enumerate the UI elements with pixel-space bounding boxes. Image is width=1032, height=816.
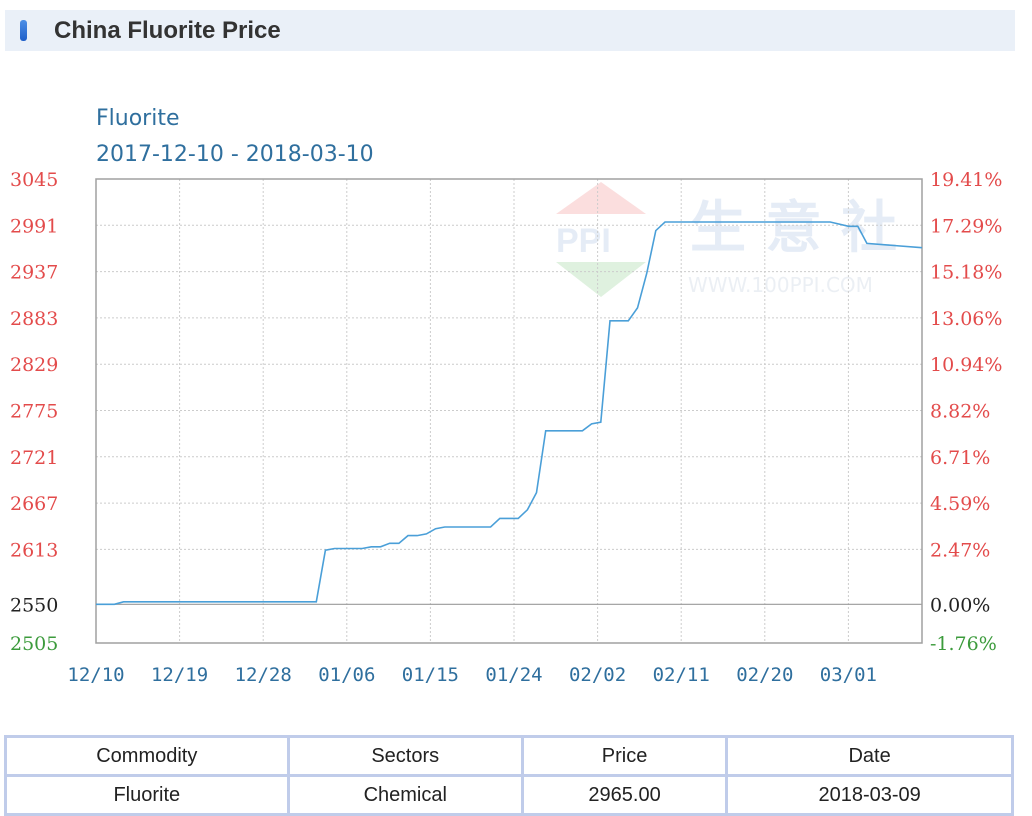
- y-tick-label-right: 6.71%: [930, 447, 990, 469]
- y-tick-label-left: 2550: [10, 594, 58, 616]
- y-tick-label-right: 19.41%: [930, 169, 1002, 191]
- y-tick-label-right: 8.82%: [930, 401, 990, 423]
- y-tick-label-right: 10.94%: [930, 354, 1002, 376]
- y-tick-label-right: -1.76%: [930, 633, 997, 655]
- price-chart: PPI 生 意 社 WWW.100PPI.COM Fluorite 2017-12-10…: [10, 106, 1002, 686]
- watermark-ppi-logo: PPI: [556, 222, 611, 260]
- table-header-row: Commodity Sectors Price Date: [4, 735, 1014, 777]
- x-tick-label: 03/01: [820, 664, 877, 686]
- column-header: Sectors: [286, 735, 524, 777]
- x-tick-label: 12/28: [235, 664, 292, 686]
- y-tick-label-left: 2505: [10, 633, 58, 655]
- y-tick-label-left: 2829: [10, 354, 58, 376]
- chart-subtitle: 2017-12-10 - 2018-03-10: [96, 142, 374, 167]
- chart-title: Fluorite: [96, 106, 180, 131]
- column-header: Date: [725, 735, 1014, 777]
- y-tick-label-left: 2937: [10, 262, 58, 284]
- price-table: Commodity Sectors Price Date Fluorite Ch…: [4, 735, 1014, 816]
- y-tick-label-right: 0.00%: [930, 594, 990, 616]
- y-tick-label-left: 2991: [10, 215, 58, 237]
- y-tick-label-right: 2.47%: [930, 539, 990, 561]
- x-tick-label: 01/24: [485, 664, 542, 686]
- y-tick-label-right: 15.18%: [930, 262, 1002, 284]
- x-tick-label: 12/19: [151, 664, 208, 686]
- watermark-triangle-bottom: [556, 262, 646, 297]
- y-tick-label-right: 4.59%: [930, 493, 990, 515]
- y-tick-label-left: 2721: [10, 447, 58, 469]
- table-cell: 2018-03-09: [725, 774, 1014, 816]
- watermark: PPI 生 意 社 WWW.100PPI.COM: [556, 182, 897, 297]
- y-tick-label-left: 2613: [10, 539, 58, 561]
- x-tick-label: 02/02: [569, 664, 626, 686]
- page-header: China Fluorite Price: [5, 10, 1015, 51]
- x-tick-label: 02/20: [736, 664, 793, 686]
- plot-frame: [95, 178, 923, 644]
- y-tick-label-left: 2667: [10, 493, 58, 515]
- x-tick-label: 02/11: [653, 664, 710, 686]
- table-cell: 2965.00: [520, 774, 729, 816]
- table-cell: Chemical: [286, 774, 524, 816]
- x-tick-label: 12/10: [67, 664, 124, 686]
- x-tick-label: 01/15: [402, 664, 459, 686]
- y-tick-label-right: 17.29%: [930, 215, 1002, 237]
- series-line-fluorite: [96, 221, 923, 606]
- y-tick-label-left: 2883: [10, 308, 58, 330]
- watermark-brand: 生 意 社: [690, 196, 897, 261]
- page-title: China Fluorite Price: [54, 17, 281, 44]
- column-header: Commodity: [4, 735, 290, 777]
- x-tick-label: 01/06: [318, 664, 375, 686]
- table-row: Fluorite Chemical 2965.00 2018-03-09: [4, 774, 1014, 816]
- table-cell: Fluorite: [4, 774, 290, 816]
- y-tick-label-left: 3045: [10, 169, 58, 191]
- y-tick-label-left: 2775: [10, 401, 58, 423]
- column-header: Price: [520, 735, 729, 777]
- watermark-url: WWW.100PPI.COM: [688, 273, 873, 297]
- y-tick-label-right: 13.06%: [930, 308, 1002, 330]
- header-accent-bar: [20, 20, 27, 41]
- watermark-triangle-top: [556, 182, 646, 214]
